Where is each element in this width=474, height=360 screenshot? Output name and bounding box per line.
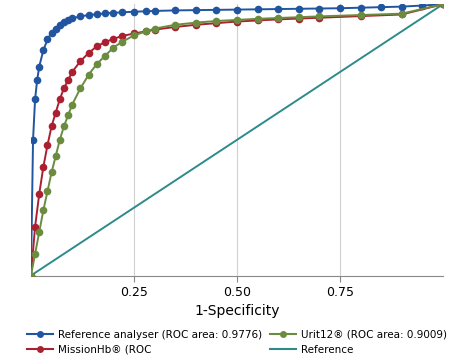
Legend: Reference analyser (ROC area: 0.9776), MissionHb® (ROC, Urit12® (ROC area: 0.900: Reference analyser (ROC area: 0.9776), M…: [27, 329, 447, 355]
X-axis label: 1-Specificity: 1-Specificity: [194, 305, 280, 319]
